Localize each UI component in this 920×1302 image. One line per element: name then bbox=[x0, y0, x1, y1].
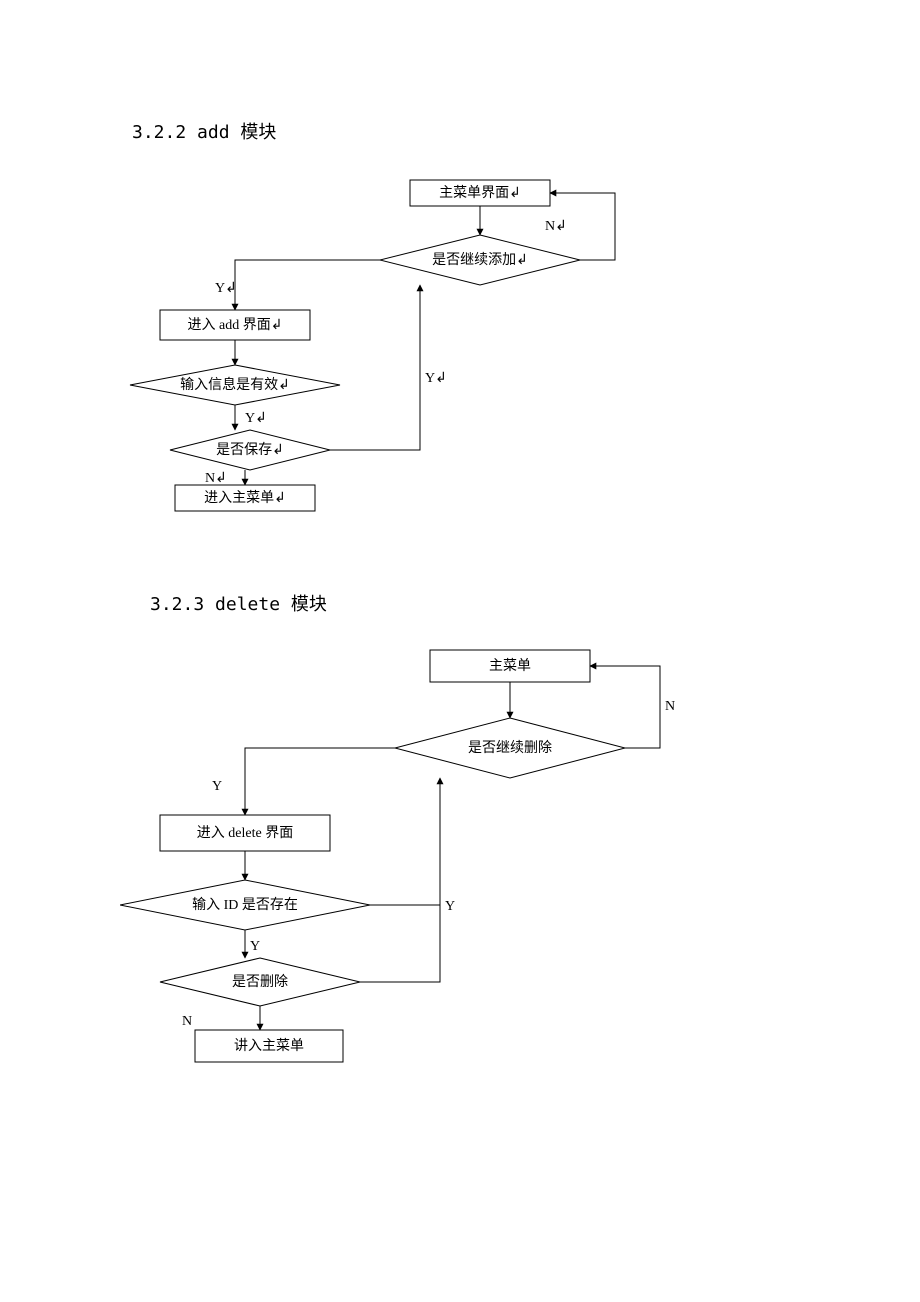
flowchart-edge bbox=[330, 285, 420, 450]
flowchart-edge bbox=[245, 748, 395, 815]
flowchart-delete: 主菜单是否继续删除进入 delete 界面输入 ID 是否存在是否删除讲入主菜单… bbox=[120, 640, 680, 1090]
flowchart-node-label: 输入信息是有效↲ bbox=[180, 376, 290, 393]
flowchart-node-label: 进入 delete 界面 bbox=[197, 825, 293, 841]
flowchart-edge bbox=[360, 778, 440, 982]
heading-add-module: 3.2.2 add 模块 bbox=[132, 118, 276, 144]
flowchart-node-label: 讲入主菜单 bbox=[234, 1038, 304, 1054]
flowchart-edge-label: N bbox=[182, 1014, 192, 1029]
flowchart-node-label: 主菜单界面↲ bbox=[439, 185, 521, 201]
flowchart-edge bbox=[590, 666, 660, 748]
flowchart-edge-label: Y bbox=[250, 939, 260, 954]
flowchart-node-label: 是否删除 bbox=[232, 974, 288, 990]
document-page: 3.2.2 add 模块 主菜单界面↲ 是否继续添加↲ 进入 add 界面↲ 输入信息… bbox=[0, 0, 920, 1302]
flowchart-edge-label: N↲ bbox=[205, 471, 227, 486]
flowchart-node-label: 主菜单 bbox=[489, 658, 531, 674]
flowchart-edge-label: Y↲ bbox=[245, 411, 267, 426]
flowchart-node-label: 是否继续删除 bbox=[468, 739, 552, 756]
flowchart-edge-label: Y bbox=[212, 779, 222, 794]
flowchart-edge-label: Y bbox=[445, 899, 455, 914]
flowchart-add: 主菜单界面↲ 是否继续添加↲ 进入 add 界面↲ 输入信息是有效↲ 是否保存↲ 进入主菜… bbox=[120, 170, 640, 540]
flowchart-edge bbox=[235, 260, 380, 310]
flowchart-edge-label: Y↲ bbox=[425, 371, 447, 386]
flowchart-node-label: 进入主菜单↲ bbox=[204, 490, 286, 506]
flowchart-edge-label: N bbox=[665, 699, 675, 714]
flowchart-node-label: 输入 ID 是否存在 bbox=[192, 897, 298, 913]
flowchart-edge-label: Y↲ bbox=[215, 281, 237, 296]
flowchart-edge-label: N↲ bbox=[545, 219, 567, 234]
heading-delete-module: 3.2.3 delete 模块 bbox=[150, 590, 327, 616]
flowchart-node-label: 是否保存↲ bbox=[216, 442, 284, 458]
flowchart-node-label: 是否继续添加↲ bbox=[432, 251, 528, 268]
flowchart-node-label: 进入 add 界面↲ bbox=[188, 317, 283, 333]
